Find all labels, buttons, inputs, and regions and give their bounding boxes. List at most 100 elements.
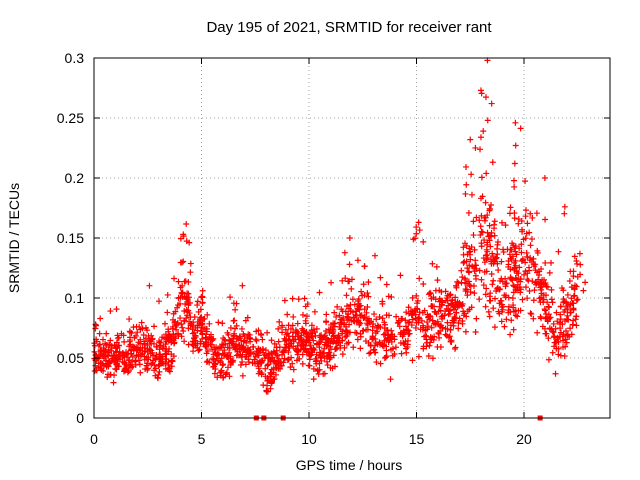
data-point — [486, 222, 493, 229]
data-point — [366, 350, 373, 357]
data-point — [528, 236, 535, 243]
data-point — [389, 345, 396, 352]
data-point — [413, 224, 420, 231]
data-point — [183, 315, 190, 322]
data-point — [172, 318, 179, 325]
data-point — [332, 346, 339, 353]
data-point — [354, 257, 361, 264]
data-point — [483, 170, 490, 177]
data-point — [458, 279, 465, 286]
data-point — [164, 291, 171, 298]
data-point — [310, 346, 317, 353]
data-point — [288, 340, 295, 347]
data-point — [498, 219, 505, 226]
data-point — [100, 336, 107, 343]
data-point — [194, 302, 201, 309]
data-point — [398, 350, 405, 357]
data-point — [316, 344, 323, 351]
data-point — [241, 346, 248, 353]
data-point — [306, 352, 313, 359]
data-point — [441, 312, 448, 319]
data-point — [448, 338, 455, 345]
data-point — [511, 259, 518, 266]
data-point — [156, 298, 163, 305]
data-point — [419, 309, 426, 316]
data-point — [557, 316, 564, 323]
data-point — [460, 312, 467, 319]
data-point — [531, 263, 538, 270]
data-point — [330, 339, 337, 346]
data-point — [416, 275, 423, 282]
data-point — [460, 251, 467, 258]
x-tick-label: 10 — [301, 431, 317, 447]
data-point — [285, 322, 292, 329]
data-point — [414, 297, 421, 304]
data-point — [192, 340, 199, 347]
data-point — [262, 365, 269, 372]
data-point — [550, 320, 557, 327]
data-point — [398, 315, 405, 322]
data-point — [530, 315, 537, 322]
data-point — [331, 309, 338, 316]
data-point — [568, 295, 575, 302]
data-point — [304, 331, 311, 338]
data-point — [343, 292, 350, 299]
data-point — [534, 247, 541, 254]
data-point — [552, 370, 559, 377]
data-point — [267, 385, 274, 392]
data-point — [161, 320, 168, 327]
data-point — [383, 336, 390, 343]
data-point — [413, 305, 420, 312]
data-point — [337, 316, 344, 323]
data-point — [187, 260, 194, 267]
data-point — [507, 331, 514, 338]
data-point — [227, 294, 234, 301]
data-point — [224, 329, 231, 336]
x-tick-label: 20 — [516, 431, 532, 447]
y-tick-label: 0.1 — [65, 290, 85, 306]
data-point — [281, 338, 288, 345]
data-point — [361, 314, 368, 321]
data-point — [275, 355, 282, 362]
data-point — [503, 316, 510, 323]
data-point — [561, 210, 568, 217]
data-point — [271, 340, 278, 347]
data-point — [508, 317, 515, 324]
data-point — [449, 296, 456, 303]
data-point — [369, 333, 376, 340]
data-point — [187, 322, 194, 329]
data-point — [371, 349, 378, 356]
data-point — [210, 356, 217, 363]
data-point — [199, 300, 206, 307]
data-point — [485, 233, 492, 240]
data-point — [544, 317, 551, 324]
data-point — [526, 287, 533, 294]
data-point — [504, 246, 511, 253]
data-point — [346, 235, 353, 241]
data-point — [459, 274, 466, 281]
data-point — [229, 359, 236, 366]
data-point — [108, 342, 115, 349]
data-point — [284, 311, 291, 318]
data-point — [482, 94, 489, 101]
data-point — [167, 335, 174, 342]
data-point — [507, 266, 514, 273]
data-point — [484, 241, 491, 248]
data-point — [466, 245, 473, 252]
data-point — [204, 358, 211, 365]
data-point — [560, 337, 567, 344]
data-point — [564, 332, 571, 339]
data-point — [200, 316, 207, 323]
data-point — [536, 268, 543, 275]
data-point — [461, 258, 468, 265]
data-point — [324, 362, 331, 369]
data-point — [345, 305, 352, 312]
data-point — [228, 358, 235, 365]
data-point — [110, 352, 117, 359]
data-point — [522, 213, 529, 220]
data-point — [309, 333, 316, 340]
data-point — [563, 316, 570, 323]
data-point — [388, 333, 395, 340]
data-point — [264, 388, 271, 395]
data-point — [325, 326, 332, 333]
